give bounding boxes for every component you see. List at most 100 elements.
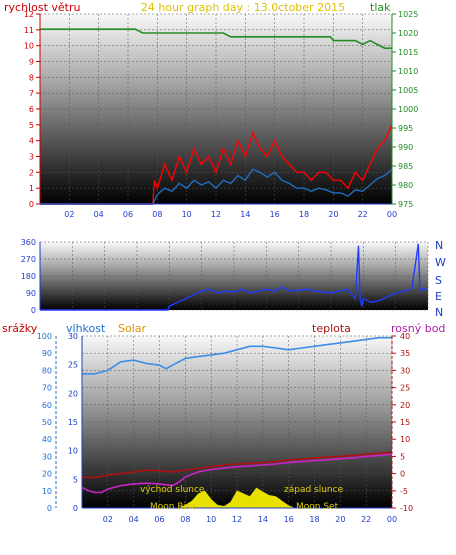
temperature-axis-label: teplota (312, 322, 351, 335)
time-tick-label: 06 (154, 515, 164, 524)
time-tick-label: 08 (180, 515, 190, 524)
direction-tick-label: 0 (31, 306, 36, 315)
rain-tick-label: 5 (73, 475, 78, 484)
dewpoint-axis-label: rosný bod (391, 322, 445, 335)
rain-tick-label: 10 (68, 447, 78, 456)
temperature-tick-label: 35 (400, 349, 410, 358)
time-tick-label: 08 (152, 210, 162, 219)
series-solar (178, 487, 296, 509)
series-humidity (82, 336, 392, 375)
time-tick-label: 04 (129, 515, 139, 524)
humidity-axis-label: vlhkost (66, 322, 106, 335)
time-tick-label: 10 (182, 210, 192, 219)
rain-tick-label: 20 (68, 389, 78, 398)
temperature-tick-label: 15 (400, 418, 410, 427)
time-tick-label: 02 (103, 515, 113, 524)
temperature-tick-label: 30 (400, 366, 410, 375)
pressure-tick-label: 995 (398, 124, 413, 133)
humidity-tick-label: 40 (42, 435, 52, 444)
series-dewpoint (81, 453, 393, 494)
time-tick-label: 04 (94, 210, 104, 219)
pressure-tick-label: 1025 (398, 10, 418, 19)
wind-speed-tick-label: 1 (29, 184, 34, 193)
pressure-tick-label: 985 (398, 162, 413, 171)
temperature-tick-label: -10 (400, 504, 413, 513)
pressure-tick-label: 990 (398, 143, 413, 152)
pressure-tick-label: 1000 (398, 105, 418, 114)
time-tick-label: 12 (232, 515, 242, 524)
series-tlak (40, 28, 392, 50)
time-tick-label: 20 (328, 210, 338, 219)
temperature-tick-label: 20 (400, 401, 410, 410)
solar-axis-label: Solar (118, 322, 147, 335)
time-tick-label: 16 (270, 210, 280, 219)
pressure-tick-label: 1005 (398, 86, 418, 95)
humidity-tick-label: 0 (47, 504, 52, 513)
time-tick-label: 18 (309, 515, 319, 524)
wind-speed-tick-label: 5 (29, 121, 34, 130)
humidity-temperature-panel: 0102030405060708090100051015202530-10-50… (2, 322, 445, 524)
direction-tick-label: 90 (26, 289, 36, 298)
pressure-tick-label: 980 (398, 181, 413, 190)
pressure-tick-label: 975 (398, 200, 413, 209)
time-tick-label: 00 (387, 515, 397, 524)
direction-tick-label: 180 (21, 272, 36, 281)
time-tick-label: 00 (387, 210, 397, 219)
wind-speed-tick-label: 8 (29, 73, 34, 82)
direction-tick-label: 270 (21, 255, 36, 264)
wind-speed-axis-label: rychlost větru (4, 1, 80, 14)
wind-speed-tick-label: 12 (24, 10, 34, 19)
pressure-tick-label: 1010 (398, 67, 418, 76)
rain-tick-label: 0 (73, 504, 78, 513)
time-tick-label: 22 (361, 515, 371, 524)
compass-label: E (435, 290, 442, 303)
wind-speed-tick-label: 6 (29, 105, 34, 114)
time-tick-label: 10 (206, 515, 216, 524)
humidity-tick-label: 10 (42, 487, 52, 496)
humidity-tick-label: 30 (42, 452, 52, 461)
wind-speed-tick-label: 7 (29, 89, 34, 98)
series-wind-avg (40, 168, 393, 205)
compass-label: N (435, 306, 443, 319)
time-tick-label: 02 (64, 210, 74, 219)
time-tick-label: 06 (123, 210, 133, 219)
temperature-tick-label: 40 (400, 332, 410, 341)
wind-speed-tick-label: 10 (24, 42, 34, 51)
humidity-tick-label: 60 (42, 401, 52, 410)
time-tick-label: 16 (284, 515, 294, 524)
wind-speed-tick-label: 11 (24, 26, 34, 35)
moonrise-label: Moon Rise (150, 502, 197, 512)
humidity-tick-label: 80 (42, 366, 52, 375)
humidity-tick-label: 20 (42, 470, 52, 479)
series-wind-gust (40, 124, 393, 205)
time-tick-label: 22 (358, 210, 368, 219)
series-wind-direction (40, 243, 428, 311)
compass-label: N (435, 239, 443, 252)
humidity-tick-label: 50 (42, 418, 52, 427)
pressure-tick-label: 1015 (398, 48, 418, 57)
rain-axis-label: srážky (2, 322, 38, 335)
time-tick-label: 14 (258, 515, 268, 524)
temperature-tick-label: 0 (400, 470, 405, 479)
time-tick-label: 20 (335, 515, 345, 524)
temperature-tick-label: 25 (400, 384, 410, 393)
wind-speed-tick-label: 2 (29, 168, 34, 177)
moonset-label: Moon Set (296, 502, 339, 512)
chart-title: 24 hour graph day : 13.0ctober 2015 (141, 1, 345, 14)
pressure-axis-label: tlak (370, 1, 391, 14)
pressure-tick-label: 1020 (398, 29, 418, 38)
wind-speed-tick-label: 3 (29, 153, 34, 162)
wind-speed-tick-label: 9 (29, 58, 34, 67)
rain-tick-label: 25 (68, 361, 78, 370)
humidity-tick-label: 100 (37, 332, 52, 341)
time-tick-label: 18 (299, 210, 309, 219)
wind-speed-tick-label: 4 (29, 137, 34, 146)
time-tick-label: 12 (211, 210, 221, 219)
temperature-tick-label: 5 (400, 452, 405, 461)
humidity-tick-label: 90 (42, 349, 52, 358)
time-tick-label: 14 (240, 210, 250, 219)
temperature-tick-label: 10 (400, 435, 410, 444)
wind-pressure-panel: 0123456789101112975980985990995100010051… (4, 1, 418, 219)
